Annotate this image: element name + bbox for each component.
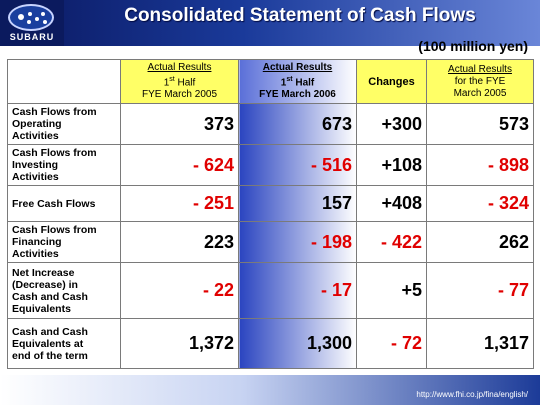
row-label-line: Activities xyxy=(12,171,59,183)
column-header-line: FYE March 2005 xyxy=(141,89,218,101)
column-header-line: for the FYE xyxy=(454,75,506,87)
value-cell: - 624 xyxy=(120,144,239,186)
column-header-line: 1 xyxy=(280,77,287,89)
value-cell: - 77 xyxy=(426,262,534,319)
value-cell: 223 xyxy=(120,221,239,263)
column-header-changes: Changes xyxy=(356,59,427,104)
value-cell: - 251 xyxy=(120,185,239,222)
column-header-1h-fye2005: Actual Results 1st Half FYE March 2005 xyxy=(120,59,239,104)
row-label-line: Free Cash Flows xyxy=(12,197,96,210)
column-header-line: Actual Results xyxy=(147,61,212,73)
column-header-fye2005: Actual Results for the FYE March 2005 xyxy=(426,59,534,104)
column-header-line: 1 xyxy=(163,77,170,89)
column-header-line: March 2005 xyxy=(453,87,507,99)
row-label-line: Cash Flows from xyxy=(12,224,97,236)
header-banner: SUBARU Consolidated Statement of Cash Fl… xyxy=(0,0,540,46)
table-row: Cash Flows from Investing Activities - 624-… xyxy=(7,144,534,186)
value-cell: - 17 xyxy=(238,262,357,319)
row-label-line: Cash and Cash xyxy=(12,290,88,303)
row-label-line: (Decrease) in xyxy=(12,278,78,291)
row-label: Cash Flows from Operating Activities xyxy=(7,103,121,145)
row-label-line: Equivalents at xyxy=(12,337,84,350)
table-row: Cash and Cash Equivalents at end of the te… xyxy=(7,318,534,369)
value-cell: 373 xyxy=(120,103,239,145)
column-header-line: Half xyxy=(292,77,315,89)
column-header-line: Actual Results xyxy=(262,61,333,73)
unit-label: (100 million yen) xyxy=(418,38,528,54)
column-header-line: Actual Results xyxy=(448,63,512,75)
value-cell: - 72 xyxy=(356,318,427,369)
row-label: Cash and Cash Equivalents at end of the te… xyxy=(7,318,121,369)
table-row: Net Increase (Decrease) in Cash and Cash Eq… xyxy=(7,262,534,319)
row-label-line: Operating xyxy=(12,118,62,130)
value-cell: +300 xyxy=(356,103,427,145)
value-cell: - 422 xyxy=(356,221,427,263)
row-label: Net Increase (Decrease) in Cash and Cash Eq… xyxy=(7,262,121,319)
row-label-line: Equivalents xyxy=(12,302,71,315)
pleiades-emblem-icon xyxy=(8,4,54,31)
value-cell: 1,372 xyxy=(120,318,239,369)
row-label-line: Activities xyxy=(12,248,59,260)
column-header-line: Half xyxy=(174,77,196,89)
value-cell: - 898 xyxy=(426,144,534,186)
value-cell: +408 xyxy=(356,185,427,222)
value-cell: - 22 xyxy=(120,262,239,319)
value-cell: 157 xyxy=(238,185,357,222)
row-label: Free Cash Flows xyxy=(7,185,121,222)
value-cell: +108 xyxy=(356,144,427,186)
row-label: Cash Flows from Financing Activities xyxy=(7,221,121,263)
row-label-line: end of the term xyxy=(12,349,88,362)
row-label-line: Investing xyxy=(12,159,59,171)
row-label-line: Cash and Cash xyxy=(12,325,88,338)
row-label-line: Cash Flows from xyxy=(12,147,97,159)
value-cell: - 324 xyxy=(426,185,534,222)
row-label-line: Net Increase xyxy=(12,266,75,279)
value-cell: 1,317 xyxy=(426,318,534,369)
footer-url: http://www.fhi.co.jp/fina/english/ xyxy=(416,390,528,399)
value-cell: +5 xyxy=(356,262,427,319)
table-row: Free Cash Flows - 251 157 +408- 324 xyxy=(7,185,534,222)
row-label-line: Activities xyxy=(12,130,59,142)
value-cell: 573 xyxy=(426,103,534,145)
row-label-line: Financing xyxy=(12,236,62,248)
value-cell: - 198 xyxy=(238,221,357,263)
logo-text: SUBARU xyxy=(9,32,55,42)
table-header-row: Actual Results 1st Half FYE March 2005 A… xyxy=(7,59,534,104)
column-header-sup: st xyxy=(169,75,175,83)
table-row: Cash Flows from Financing Activities 223- 1… xyxy=(7,221,534,263)
column-header-line: FYE March 2006 xyxy=(259,89,336,101)
subaru-logo: SUBARU xyxy=(0,0,64,46)
column-header-1h-fye2006: Actual Results 1st Half FYE March 2006 xyxy=(238,59,357,104)
column-header-sup: st xyxy=(286,75,293,83)
value-cell: - 516 xyxy=(238,144,357,186)
value-cell: 673 xyxy=(238,103,357,145)
footer-band xyxy=(0,375,540,405)
page-title: Consolidated Statement of Cash Flows xyxy=(124,5,476,26)
table-row: Cash Flows from Operating Activities 373 673… xyxy=(7,103,534,145)
value-cell: 262 xyxy=(426,221,534,263)
value-cell: 1,300 xyxy=(238,318,357,369)
column-header-line: Changes xyxy=(368,75,415,88)
header-corner xyxy=(7,59,121,104)
row-label: Cash Flows from Investing Activities xyxy=(7,144,121,186)
cash-flow-table: Actual Results 1st Half FYE March 2005 A… xyxy=(7,59,534,369)
row-label-line: Cash Flows from xyxy=(12,106,97,118)
